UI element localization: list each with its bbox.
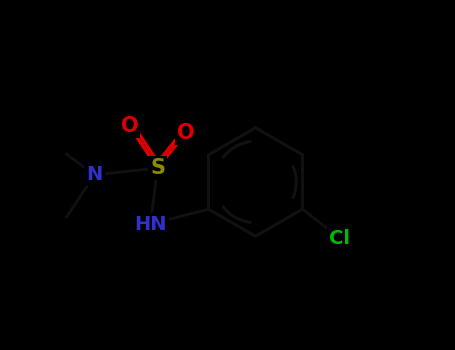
Text: O: O xyxy=(121,116,138,136)
Text: N: N xyxy=(86,166,103,184)
Text: Cl: Cl xyxy=(329,229,350,247)
Text: HN: HN xyxy=(134,215,167,233)
Text: O: O xyxy=(177,123,194,143)
Text: S: S xyxy=(150,158,165,178)
